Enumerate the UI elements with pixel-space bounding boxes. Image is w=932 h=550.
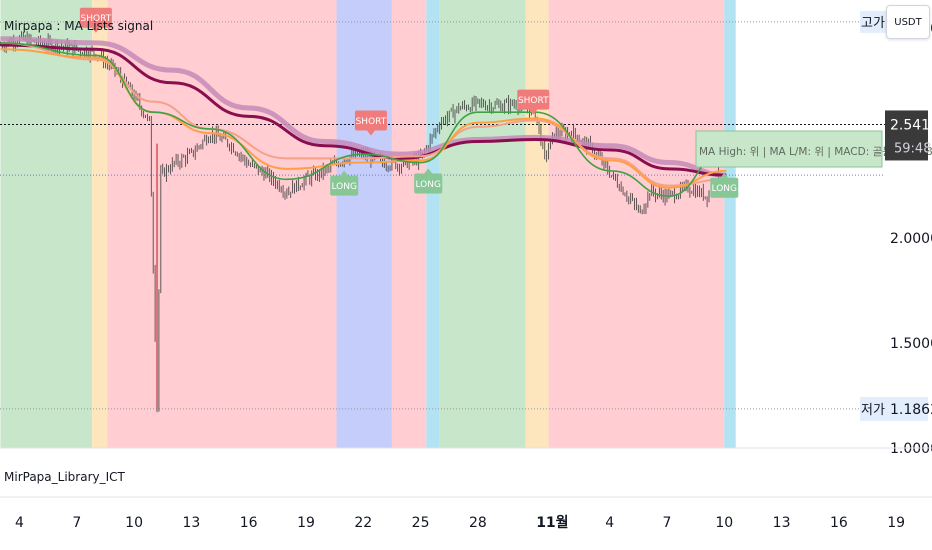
x-tick-label: 19 [887, 515, 905, 531]
reference-lines [0, 21, 885, 410]
signal-box [79, 7, 112, 28]
x-tick-label: 10 [715, 515, 733, 531]
ma-line-green [0, 42, 727, 197]
x-tick-label: 25 [412, 515, 430, 531]
x-tick-label: 7 [663, 515, 672, 531]
x-tick-label: 16 [830, 515, 848, 531]
last-price-box [885, 110, 928, 161]
high-label: 고가 [861, 16, 885, 31]
signal-pointer [720, 172, 729, 178]
x-tick-label: 7 [72, 515, 81, 531]
signal-box [354, 110, 387, 131]
price-axis[interactable]: 2.00001.50001.00003.0000고가저가1.18622.5414… [860, 10, 932, 457]
band-7 [525, 0, 549, 448]
x-tick-label: 11월 [536, 514, 568, 531]
band-3 [336, 0, 392, 448]
info-label: MA High: 위 | MA L/M: 위 | MACD: 골든 | RSI:… [695, 130, 932, 168]
signal-pointer [529, 109, 538, 115]
high-label-bg [860, 10, 886, 33]
x-tick-label: 16 [240, 515, 258, 531]
short-signal-2: SHORT [517, 89, 550, 115]
moving-averages [0, 36, 727, 197]
x-tick-label: 28 [469, 515, 487, 531]
signal-label: LONG [712, 184, 738, 194]
long-signal-5: LONG [710, 172, 739, 198]
countdown-value: 59:48 [894, 141, 931, 156]
signal-pointer [366, 130, 375, 136]
ma-line-salmon [0, 41, 727, 187]
y-tick-label: 1.5000 [890, 336, 932, 352]
signal-box [330, 175, 359, 196]
short-signal-1: SHORT [354, 110, 387, 136]
band-2 [107, 0, 337, 448]
signal-label: SHORT [518, 96, 549, 106]
signal-label: LONG [331, 182, 357, 192]
band-6 [439, 0, 526, 448]
info-label-text: MA High: 위 | MA L/M: 위 | MACD: 골든 | RSI:… [699, 145, 932, 158]
info-label-box [695, 130, 883, 168]
trade-signals: SHORT SHORT SHORT LONG LONG LONG [79, 7, 739, 198]
y-tick-label: 1.0000 [890, 441, 932, 457]
signal-label: SHORT [356, 117, 387, 127]
time-axis[interactable]: 4 7 10 13 16 19 22 25 28 11월 4 7 10 13 16 19 [15, 514, 905, 531]
band-8 [548, 0, 725, 448]
band-9 [724, 0, 736, 448]
band-1 [92, 0, 108, 448]
short-signal-0: SHORT [79, 7, 112, 33]
signal-label: LONG [415, 180, 441, 190]
x-tick-label: 4 [15, 515, 24, 531]
signal-pointer [424, 168, 433, 174]
x-tick-label: 10 [125, 515, 143, 531]
low-label-bg [860, 396, 928, 421]
signal-pointer [340, 170, 349, 176]
signal-label: SHORT [81, 14, 112, 24]
signal-pointer [91, 27, 100, 33]
x-tick-label: 4 [605, 515, 614, 531]
last-price-value: 2.5414 [890, 117, 932, 133]
signal-box [710, 177, 739, 198]
x-tick-label: 13 [773, 515, 791, 531]
band-0 [0, 0, 93, 448]
lower-panel-title: MirPapa_Library_ICT [4, 470, 125, 484]
signal-box [414, 173, 443, 194]
currency-button[interactable]: USDT [886, 5, 930, 39]
band-5 [426, 0, 440, 448]
x-tick-label: 22 [354, 515, 372, 531]
band-4 [391, 0, 427, 448]
regime-bands [0, 0, 736, 448]
x-tick-label: 13 [182, 515, 200, 531]
low-label: 저가 [861, 403, 885, 418]
y-tick-label: 2.0000 [890, 231, 932, 247]
long-signal-4: LONG [414, 168, 443, 194]
x-tick-label: 19 [297, 515, 315, 531]
long-signal-3: LONG [330, 170, 359, 196]
chart-title: Mirpapa : MA Lists signal [4, 19, 154, 33]
signal-box [517, 89, 550, 110]
ma-line-purple [0, 36, 727, 178]
